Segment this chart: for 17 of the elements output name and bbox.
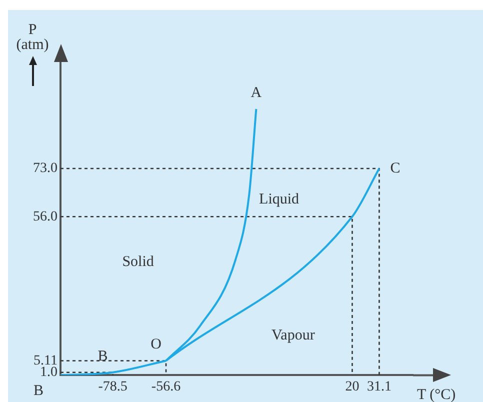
y-tick-label: 73.0 — [33, 161, 58, 176]
x-axis-title: T (°C) — [417, 387, 456, 402]
annotation: O — [150, 336, 162, 353]
annotation: B — [33, 383, 44, 400]
annotation: B — [98, 348, 108, 364]
annotation: Liquid — [259, 192, 300, 208]
y-axis-title: P (atm) — [16, 22, 49, 53]
y-tick-label: 1.0 — [40, 365, 58, 380]
x-tick-label: -78.5 — [98, 379, 128, 394]
y-tick-label: 56.0 — [33, 209, 58, 224]
annotation: A — [250, 84, 262, 101]
x-tick-label: 20 — [345, 379, 360, 394]
annotation: Solid — [122, 254, 154, 270]
annotation: C — [390, 160, 400, 176]
x-tick-label: -56.6 — [151, 379, 181, 394]
annotation: Vapour — [271, 327, 315, 344]
x-tick-label: 31.1 — [366, 379, 392, 394]
